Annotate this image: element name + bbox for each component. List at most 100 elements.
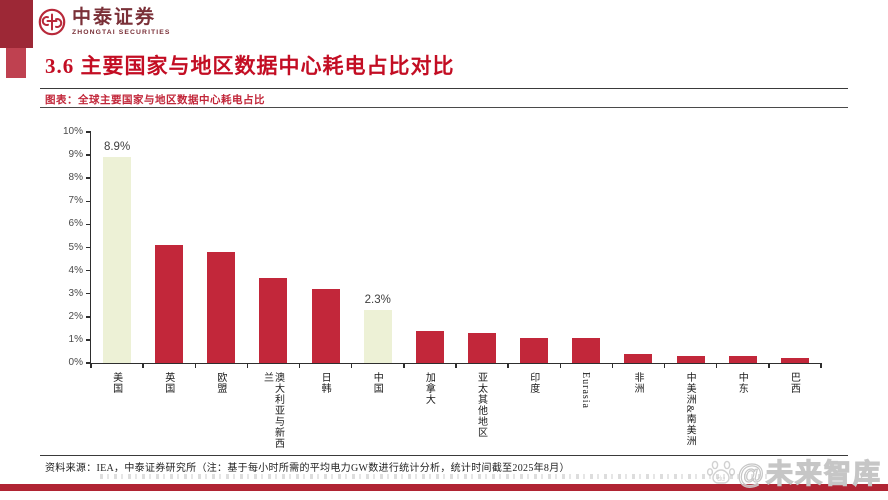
y-axis-tick: [86, 292, 91, 295]
bar-chart-plot-area: 8.9% 2.3% 0% 1% 2% 3% 4% 5% 6% 7% 8% 9% 10%: [63, 126, 822, 368]
y-axis-tick-label: 9%: [68, 149, 83, 161]
bar-value-label: 8.9%: [103, 141, 131, 154]
bar-slot: [612, 132, 664, 363]
bar-slot: [508, 132, 560, 363]
x-axis-tick: [820, 363, 822, 368]
category-label-澳大利亚与新西兰: 澳大利亚与新西兰: [261, 372, 284, 449]
x-axis-tick: [350, 363, 353, 368]
category-label-美国: 美国: [110, 372, 122, 394]
x-axis-tick: [194, 363, 197, 368]
category-label-巴西: 巴西: [788, 372, 800, 394]
caption-divider: [40, 107, 848, 108]
brand-name-en: ZHONGTAI SECURITIES: [72, 29, 171, 36]
y-axis-tick-label: 0%: [68, 357, 83, 368]
y-axis-tick-label: 1%: [68, 333, 83, 345]
bars-row: 8.9% 2.3%: [91, 132, 821, 363]
category-label-中东: 中东: [736, 372, 748, 394]
bar-slot: [247, 132, 299, 363]
chart-caption: 图表：全球主要国家与地区数据中心耗电占比: [45, 95, 265, 106]
bottom-red-bar: [0, 484, 888, 491]
bar-中东: [728, 356, 757, 363]
y-axis-tick-label: 10%: [62, 126, 83, 137]
footer-divider: [40, 455, 848, 456]
category-label-加拿大: 加拿大: [423, 372, 435, 405]
bar-slot: [195, 132, 247, 363]
y-axis-tick: [86, 339, 91, 341]
bar-slot: 2.3%: [352, 132, 404, 363]
x-axis-tick: [559, 363, 562, 368]
x-axis-tick: [403, 363, 405, 368]
bar-slot: 8.9%: [91, 132, 143, 363]
y-axis-tick-label: 7%: [68, 195, 83, 207]
bar-slot: [717, 132, 769, 363]
bar-Eurasia: [572, 337, 601, 363]
brand-logo-row: 中泰证券 ZHONGTAI SECURITIES: [38, 8, 171, 36]
x-axis-tick: [768, 363, 770, 368]
category-label-日韩: 日韩: [319, 372, 331, 394]
y-axis-tick-label: 4%: [68, 264, 83, 276]
category-label-亚太其他地区: 亚太其他地区: [475, 372, 487, 438]
paw-du-label: du: [717, 476, 725, 483]
bar-value-label: 2.3%: [364, 293, 391, 306]
x-axis-tick: [455, 363, 457, 368]
watermark-text: @未来智库: [737, 458, 882, 489]
x-axis-tick: [142, 363, 144, 368]
bar-中国: 2.3%: [363, 294, 392, 363]
y-axis-tick: [86, 177, 91, 179]
bar-印度: [520, 337, 549, 363]
category-label-非洲: 非洲: [631, 372, 643, 394]
y-axis-tick-label: 5%: [68, 241, 83, 253]
bar-澳大利亚与新西兰: [259, 277, 288, 363]
bar-slot: [456, 132, 508, 363]
faint-watermark-strip: [100, 474, 770, 479]
bar-美国: 8.9%: [103, 141, 132, 363]
bar-亚太其他地区: [468, 332, 497, 363]
y-axis-tick: [86, 131, 91, 133]
y-axis-tick: [86, 316, 91, 318]
corner-decoration-dark: [0, 0, 33, 48]
bar-slot: [404, 132, 456, 363]
y-axis-tick-label: 6%: [68, 218, 83, 230]
x-axis-tick: [298, 363, 301, 368]
x-axis-tick: [507, 363, 509, 368]
bar-slot: [769, 132, 821, 363]
category-label-中美洲&南美洲: 中美洲&南美洲: [684, 372, 696, 447]
y-axis-tick-label: 2%: [68, 310, 83, 322]
x-axis-tick: [611, 363, 614, 368]
category-label-中国: 中国: [371, 372, 383, 394]
bar-slot: [300, 132, 352, 363]
x-axis-tick: [90, 363, 92, 368]
baidu-paw-icon: du: [706, 460, 735, 484]
corner-decoration-light: [6, 48, 26, 78]
x-axis-tick: [246, 363, 249, 368]
header-divider: [40, 88, 848, 89]
bar-欧盟: [207, 252, 236, 363]
y-axis-tick: [86, 246, 91, 249]
category-label-印度: 印度: [527, 372, 539, 394]
category-label-Eurasia: Eurasia: [579, 372, 591, 409]
y-axis-tick: [86, 223, 91, 226]
y-axis-tick: [86, 362, 91, 364]
watermark: du @未来智库: [706, 452, 882, 491]
bar-非洲: [624, 353, 653, 363]
bar-日韩: [311, 289, 340, 363]
y-axis-tick: [86, 200, 91, 203]
bar-巴西: [780, 358, 809, 363]
x-axis-tick: [715, 363, 718, 368]
bar-slot: [665, 132, 717, 363]
x-axis-tick: [663, 363, 666, 368]
brand-name-cn: 中泰证券: [72, 7, 157, 28]
y-axis-tick: [86, 154, 91, 156]
y-axis-tick-label: 3%: [68, 287, 83, 299]
y-axis-tick-label: 8%: [68, 172, 83, 184]
source-note: 资料来源：IEA，中泰证券研究所（注：基于每小时所需的平均电力GW数进行统计分析…: [45, 463, 570, 474]
category-label-欧盟: 欧盟: [214, 372, 226, 394]
bar-中美洲&南美洲: [676, 356, 705, 363]
x-axis-category-labels: 美国 英国 欧盟 澳大利亚与新西兰 日韩 中国 加拿大 亚太其他地区 印度 Eurasia 非洲 中美…: [90, 372, 820, 454]
page-title: 3.6 主要国家与地区数据中心耗电占比对比: [45, 54, 455, 78]
bar-加拿大: [415, 330, 444, 363]
y-axis-tick: [86, 269, 91, 272]
bar-slot: [143, 132, 195, 363]
bar-英国: [155, 245, 184, 363]
